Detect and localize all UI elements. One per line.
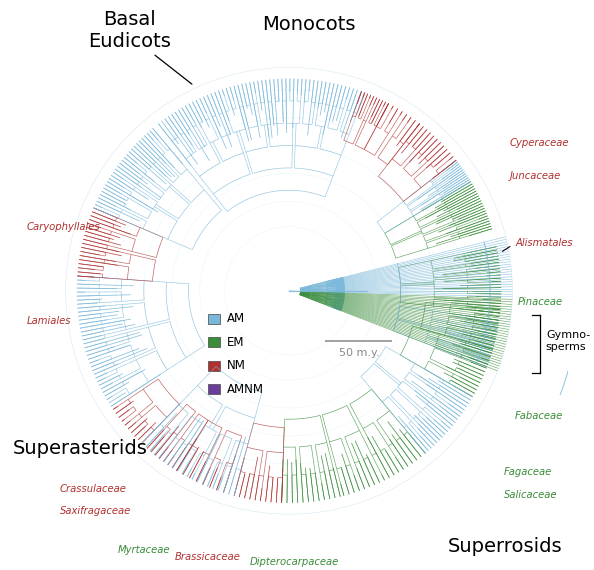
Bar <box>208 384 220 394</box>
Text: Juncaceae: Juncaceae <box>510 172 561 181</box>
Text: Gymno-
sperms: Gymno- sperms <box>546 330 590 352</box>
Text: Brassicaceae: Brassicaceae <box>175 552 241 561</box>
Text: EM: EM <box>227 336 245 349</box>
Text: Cyperaceae: Cyperaceae <box>510 138 569 148</box>
Text: Saxifragaceae: Saxifragaceae <box>60 506 131 516</box>
Text: Lamiales: Lamiales <box>27 316 71 327</box>
Text: Myrtaceae: Myrtaceae <box>118 545 170 555</box>
Text: 50 m.y.: 50 m.y. <box>339 348 379 359</box>
Bar <box>208 337 220 347</box>
Text: Salicaceae: Salicaceae <box>504 490 558 500</box>
Text: NM: NM <box>227 359 246 372</box>
Text: AMNM: AMNM <box>227 382 264 396</box>
Text: Caryophyllales: Caryophyllales <box>27 222 100 231</box>
Text: Basal
Eudicots: Basal Eudicots <box>89 10 171 51</box>
Text: Crassulaceae: Crassulaceae <box>60 484 127 494</box>
Text: Pinaceae: Pinaceae <box>518 297 563 307</box>
Text: Superrosids: Superrosids <box>448 537 563 556</box>
Text: Monocots: Monocots <box>262 15 355 34</box>
Text: Fabaceae: Fabaceae <box>515 412 564 421</box>
Text: Superasterids: Superasterids <box>12 439 147 458</box>
Text: Alismatales: Alismatales <box>515 238 573 249</box>
Text: AM: AM <box>227 312 245 325</box>
Text: Dipterocarpaceae: Dipterocarpaceae <box>250 557 339 567</box>
Text: Fagaceae: Fagaceae <box>504 467 552 477</box>
Bar <box>208 361 220 370</box>
Bar <box>208 314 220 324</box>
